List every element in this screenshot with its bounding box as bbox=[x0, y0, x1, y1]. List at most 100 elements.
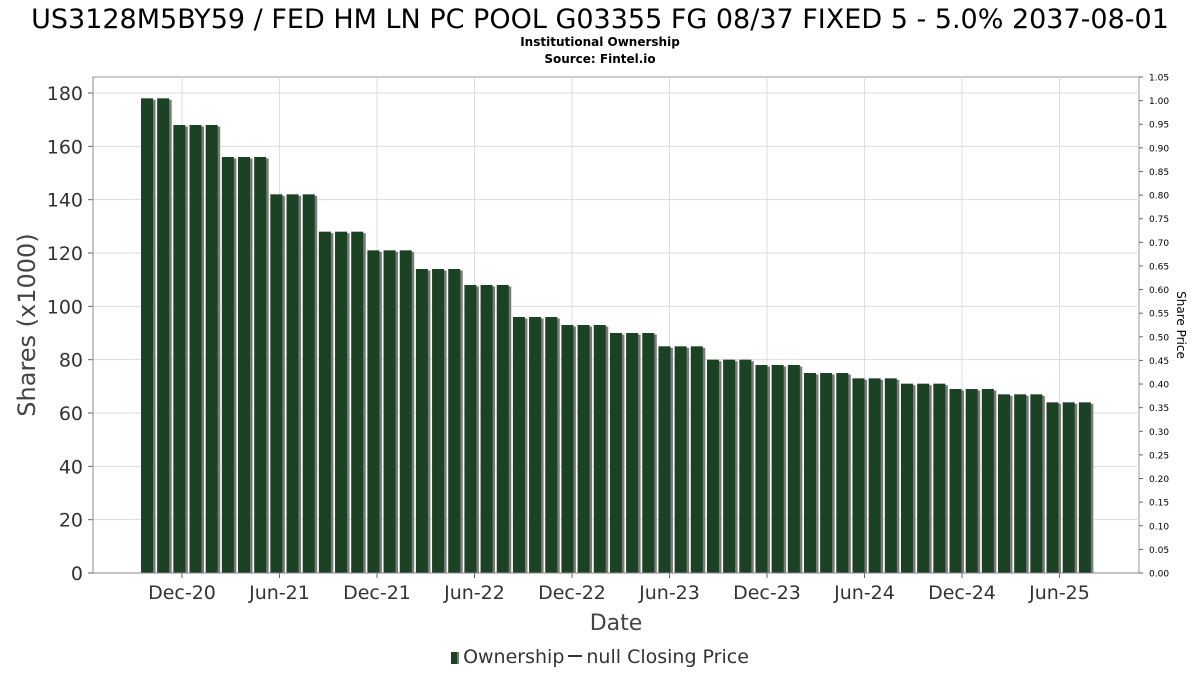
y-right-tick-label: 0.00 bbox=[1149, 570, 1169, 580]
ownership-bar bbox=[221, 157, 234, 573]
legend: Ownership null Closing Price bbox=[0, 646, 1200, 668]
ownership-bar bbox=[464, 285, 477, 573]
ownership-bar bbox=[1014, 394, 1027, 573]
ownership-bar bbox=[577, 325, 590, 573]
ownership-bar bbox=[642, 333, 655, 573]
y-tick-label: 20 bbox=[59, 510, 83, 532]
ownership-bar bbox=[189, 125, 202, 573]
legend-ownership-swatch bbox=[451, 652, 460, 664]
y-tick-label: 60 bbox=[59, 403, 83, 425]
y-right-tick-label: 0.75 bbox=[1149, 215, 1169, 225]
x-tick-label: Dec-21 bbox=[343, 582, 411, 604]
ownership-bar bbox=[609, 333, 622, 573]
y-right-tick-label: 0.85 bbox=[1149, 168, 1169, 178]
ownership-bar bbox=[302, 194, 315, 574]
ownership-bar bbox=[1046, 402, 1059, 573]
ownership-bar bbox=[205, 125, 218, 573]
ownership-bar bbox=[270, 194, 283, 574]
y-right-tick-label: 0.60 bbox=[1149, 286, 1169, 296]
ownership-bar bbox=[432, 269, 445, 573]
chart-subtitle: Institutional Ownership bbox=[520, 35, 680, 49]
y-right-tick-label: 0.45 bbox=[1149, 357, 1169, 367]
ownership-bar bbox=[771, 365, 784, 573]
ownership-bar bbox=[448, 269, 461, 573]
y-tick-label: 0 bbox=[71, 563, 83, 585]
bars bbox=[141, 98, 1094, 574]
y-right-tick-label: 0.30 bbox=[1149, 428, 1169, 438]
chart-title: US3128M5BY59 / FED HM LN PC POOL G03355 … bbox=[31, 4, 1169, 35]
y-right-tick-label: 0.20 bbox=[1149, 475, 1169, 485]
x-tick-label: Jun-25 bbox=[1028, 582, 1090, 604]
ownership-bar bbox=[238, 157, 251, 573]
ownership-bar bbox=[706, 359, 719, 573]
x-tick-label: Jun-21 bbox=[248, 582, 310, 604]
ownership-bar bbox=[690, 346, 703, 573]
ownership-bar bbox=[868, 378, 881, 573]
ownership-bar bbox=[852, 378, 865, 573]
legend-price-line bbox=[568, 655, 583, 657]
y-tick-label: 120 bbox=[47, 243, 83, 265]
y-right-tick-label: 0.70 bbox=[1149, 239, 1169, 249]
legend-ownership-label: Ownership bbox=[463, 646, 565, 668]
ownership-bar bbox=[674, 346, 687, 573]
ownership-bar bbox=[803, 373, 816, 573]
x-tick-label: Jun-22 bbox=[443, 582, 505, 604]
axes: 0 20 40 60 80 100 120 140 160 180 0.00 0.05 0.10 0.15… bbox=[47, 74, 1170, 605]
y-right-tick-label: 0.35 bbox=[1149, 404, 1169, 414]
ownership-bar bbox=[157, 98, 170, 573]
ownership-bar bbox=[335, 231, 348, 573]
ownership-bar bbox=[415, 269, 428, 573]
y-right-tick-label: 0.10 bbox=[1149, 522, 1169, 532]
legend-price-label: null Closing Price bbox=[586, 646, 749, 668]
x-tick-label: Jun-24 bbox=[833, 582, 895, 604]
ownership-bar bbox=[286, 194, 299, 574]
y-tick-label: 140 bbox=[47, 190, 83, 212]
ownership-bar bbox=[254, 157, 267, 573]
ownership-bar bbox=[739, 359, 752, 573]
ownership-bar bbox=[900, 383, 913, 573]
ownership-bar bbox=[529, 317, 542, 573]
ownership-bar bbox=[318, 231, 331, 573]
ownership-bar bbox=[367, 250, 380, 574]
ownership-bar bbox=[1062, 402, 1075, 573]
y-right-tick-label: 0.90 bbox=[1149, 144, 1169, 154]
y-right-tick-label: 0.15 bbox=[1149, 499, 1169, 509]
ownership-bar bbox=[723, 359, 736, 573]
ownership-bar bbox=[658, 346, 671, 573]
ownership-bar bbox=[1078, 402, 1091, 573]
y-tick-label: 160 bbox=[47, 136, 83, 158]
ownership-bar bbox=[949, 389, 962, 573]
y-right-tick-label: 0.50 bbox=[1149, 333, 1169, 343]
y-tick-label: 180 bbox=[47, 83, 83, 105]
ownership-bar bbox=[626, 333, 639, 573]
ownership-bar bbox=[496, 285, 509, 573]
chart-source: Source: Fintel.io bbox=[544, 52, 656, 66]
x-tick-label: Jun-23 bbox=[638, 582, 700, 604]
y-right-tick-label: 0.55 bbox=[1149, 310, 1169, 320]
x-tick-label: Dec-20 bbox=[148, 582, 216, 604]
ownership-bar bbox=[998, 394, 1011, 573]
ownership-bar bbox=[884, 378, 897, 573]
ownership-bar bbox=[820, 373, 833, 573]
ownership-bar bbox=[1030, 394, 1043, 573]
y-right-axis-label: Share Price bbox=[1174, 291, 1188, 359]
ownership-bar bbox=[787, 365, 800, 573]
ownership-bar bbox=[351, 231, 364, 573]
y-right-tick-label: 0.65 bbox=[1149, 262, 1169, 272]
ownership-bar bbox=[545, 317, 558, 573]
y-right-tick-label: 1.05 bbox=[1149, 74, 1169, 84]
x-tick-label: Dec-23 bbox=[733, 582, 801, 604]
ownership-bar bbox=[755, 365, 768, 573]
ownership-bar bbox=[480, 285, 493, 573]
x-tick-label: Dec-24 bbox=[928, 582, 996, 604]
x-tick-label: Dec-22 bbox=[538, 582, 606, 604]
ownership-bar bbox=[965, 389, 978, 573]
y-right-tick-label: 0.05 bbox=[1149, 546, 1169, 556]
ownership-bar bbox=[173, 125, 186, 573]
y-tick-label: 100 bbox=[47, 296, 83, 318]
ownership-bar bbox=[561, 325, 574, 573]
ownership-bar bbox=[981, 389, 994, 573]
ownership-bar bbox=[933, 383, 946, 573]
ownership-bar bbox=[141, 98, 153, 573]
